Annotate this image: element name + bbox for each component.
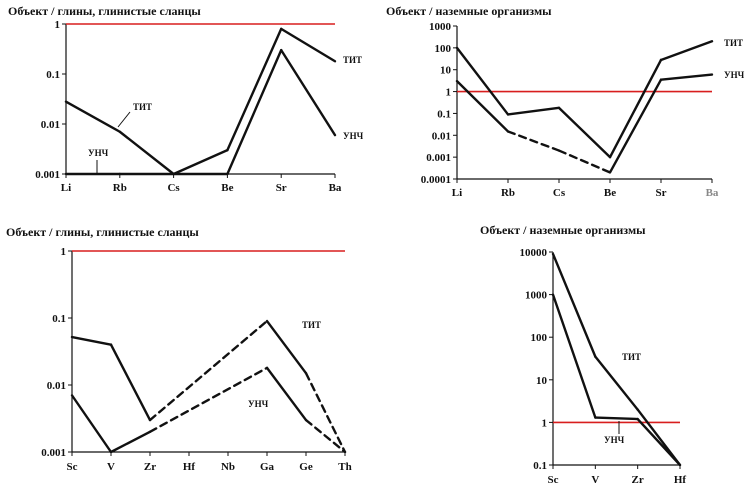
x-tick-label: Hf [674,474,687,486]
chart-1-title: Объект / глины, глинистые сланцы [8,4,201,18]
y-tick-label: 1000 [429,21,452,33]
x-tick-label: Li [452,187,462,199]
y-tick-label: 0.1 [52,313,66,325]
y-tick-label: 10 [536,375,548,387]
x-tick-label: V [591,474,599,486]
series-ТИТ-segment [506,106,561,116]
series-ТИТ-segment [304,372,347,454]
series-ТИТ-segment [64,100,122,133]
y-tick-label: 0.01 [47,380,66,392]
series-ТИТ-segment [659,40,714,62]
series-label-УНЧ: УНЧ [604,435,625,445]
series-УНЧ-segment [659,73,714,81]
x-tick-label: Li [61,182,71,194]
x-tick-label: Ge [299,461,313,473]
series-ТИТ-segment [280,27,337,63]
series-ТИТ-segment [172,148,229,176]
series-ТИТ-segment [594,355,639,411]
y-tick-label: 0.01 [432,130,451,142]
series-УНЧ-segment [109,430,152,454]
y-tick-label: 0.01 [41,119,60,131]
x-tick-label: Ba [329,182,342,194]
y-tick-label: 0.1 [533,460,547,472]
y-tick-label: 1000 [525,290,548,302]
series-УНЧ-segment [594,416,639,421]
chart-3-title: Объект / глины, глинистые сланцы [6,225,199,239]
series-ТИТ-segment [551,252,597,358]
series-УНЧ-segment [636,417,682,467]
series-label-УНЧ: УНЧ [248,399,269,409]
x-tick-label: Ba [706,187,719,199]
series-ТИТ-segment [109,343,152,422]
chart-4-title: Объект / наземные организмы [480,223,646,237]
x-tick-label: Cs [167,182,180,194]
series-label-ТИТ: ТИТ [343,55,362,65]
x-tick-label: Hf [183,461,196,473]
chart-2-title: Объект / наземные организмы [386,4,552,18]
x-tick-label: Sr [656,187,667,199]
y-tick-label: 1 [55,19,61,31]
x-tick-label: Be [221,182,233,194]
series-ТИТ-segment [70,335,113,346]
series-УНЧ-segment [506,130,561,152]
series-ТИТ-segment [455,46,510,116]
series-label-УНЧ: УНЧ [343,131,364,141]
series-УНЧ-segment [551,293,597,419]
series-label-ТИТ: ТИТ [302,320,321,330]
series-ТИТ-segment [608,58,663,159]
y-tick-label: 10000 [520,247,548,259]
y-tick-label: 0.001 [41,447,66,459]
series-УНЧ-segment [280,48,337,137]
series-УНЧ-segment [304,418,347,454]
series-label-УНЧ: УНЧ [724,70,745,80]
y-tick-label: 0.0001 [421,174,451,186]
x-tick-label: Ga [260,461,275,473]
y-tick-label: 0.1 [46,69,60,81]
series-УНЧ-segment [226,48,283,176]
series-ТИТ-segment [148,319,269,422]
y-tick-label: 0.1 [437,108,451,120]
x-tick-label: Rb [501,187,515,199]
x-tick-label: V [107,461,115,473]
series-ТИТ-segment [557,106,612,159]
series-label-ТИТ: ТИТ [724,38,743,48]
series-УНЧ-segment [148,366,269,434]
y-tick-label: 1 [61,246,67,258]
x-tick-label: Sc [67,461,78,473]
x-tick-label: Zr [632,474,644,486]
y-tick-label: 0.001 [35,169,60,181]
x-tick-label: Be [604,187,616,199]
series-УНЧ-segment [557,149,612,174]
x-tick-label: Zr [144,461,156,473]
series-УНЧ-segment [70,394,113,454]
x-tick-label: Sr [276,182,287,194]
series-ТИТ-segment [265,319,308,375]
x-tick-label: Nb [221,461,235,473]
series-label-УНЧ: УНЧ [88,148,109,158]
y-tick-label: 100 [531,332,548,344]
series-label-ТИТ: ТИТ [133,102,152,112]
y-tick-label: 1 [542,417,548,429]
series-ТИТ-segment [226,27,283,152]
x-tick-label: Cs [553,187,566,199]
series-УНЧ-segment [608,78,663,174]
y-tick-label: 10 [440,65,452,77]
x-tick-label: Rb [113,182,127,194]
series-УНЧ-segment [265,366,308,422]
x-tick-label: Sc [548,474,559,486]
series-label-leader [117,111,131,128]
y-tick-label: 100 [435,43,452,55]
y-tick-label: 0.001 [426,152,451,164]
y-tick-label: 1 [446,87,452,99]
series-label-ТИТ: ТИТ [622,352,641,362]
series-УНЧ-segment [455,79,510,133]
series-ТИТ-segment [118,130,175,176]
x-tick-label: Th [338,461,351,473]
